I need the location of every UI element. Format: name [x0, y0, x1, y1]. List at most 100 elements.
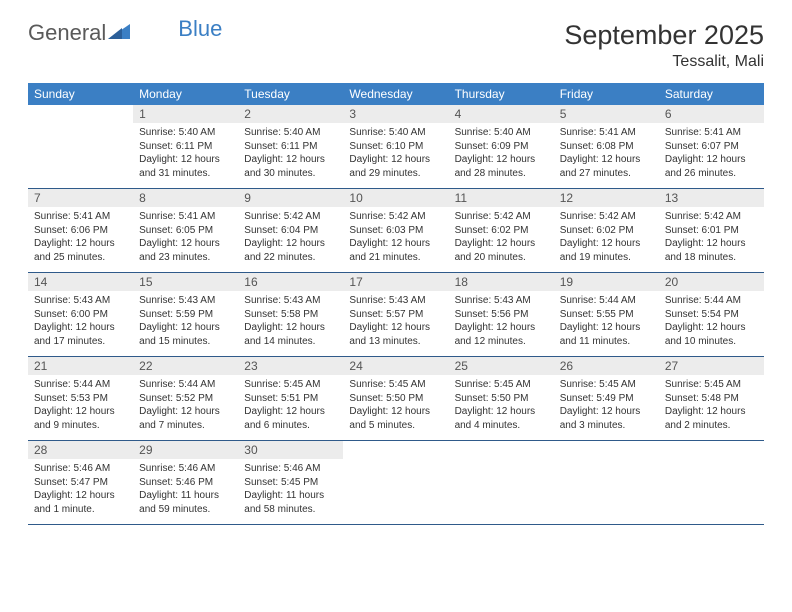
- sunset-line: Sunset: 5:47 PM: [34, 476, 127, 490]
- daylight-line: Daylight: 12 hours and 17 minutes.: [34, 321, 127, 348]
- sunrise-line: Sunrise: 5:44 AM: [665, 294, 758, 308]
- day-number: 22: [133, 357, 238, 375]
- daylight-line: Daylight: 12 hours and 22 minutes.: [244, 237, 337, 264]
- sunset-line: Sunset: 6:04 PM: [244, 224, 337, 238]
- sunrise-line: Sunrise: 5:45 AM: [455, 378, 548, 392]
- day-details: Sunrise: 5:45 AMSunset: 5:50 PMDaylight:…: [449, 375, 554, 440]
- day-number: 10: [343, 189, 448, 207]
- calendar-day-cell: 28Sunrise: 5:46 AMSunset: 5:47 PMDayligh…: [28, 441, 133, 525]
- calendar-day-cell: 1Sunrise: 5:40 AMSunset: 6:11 PMDaylight…: [133, 105, 238, 189]
- calendar-day-cell: 6Sunrise: 5:41 AMSunset: 6:07 PMDaylight…: [659, 105, 764, 189]
- daylight-line: Daylight: 12 hours and 18 minutes.: [665, 237, 758, 264]
- calendar-day-cell: [659, 441, 764, 525]
- calendar-day-cell: 25Sunrise: 5:45 AMSunset: 5:50 PMDayligh…: [449, 357, 554, 441]
- day-number: 13: [659, 189, 764, 207]
- calendar-week-row: 7Sunrise: 5:41 AMSunset: 6:06 PMDaylight…: [28, 189, 764, 273]
- calendar-page: General Blue September 2025 Tessalit, Ma…: [0, 0, 792, 545]
- day-number: 11: [449, 189, 554, 207]
- day-number: 21: [28, 357, 133, 375]
- weekday-header: Sunday: [28, 83, 133, 105]
- day-number: 1: [133, 105, 238, 123]
- sunrise-line: Sunrise: 5:40 AM: [139, 126, 232, 140]
- calendar-day-cell: 19Sunrise: 5:44 AMSunset: 5:55 PMDayligh…: [554, 273, 659, 357]
- day-details: [659, 445, 764, 507]
- sunset-line: Sunset: 6:10 PM: [349, 140, 442, 154]
- sunset-line: Sunset: 6:06 PM: [34, 224, 127, 238]
- daylight-line: Daylight: 12 hours and 10 minutes.: [665, 321, 758, 348]
- calendar-day-cell: 14Sunrise: 5:43 AMSunset: 6:00 PMDayligh…: [28, 273, 133, 357]
- daylight-line: Daylight: 12 hours and 19 minutes.: [560, 237, 653, 264]
- sunset-line: Sunset: 6:09 PM: [455, 140, 548, 154]
- brand-triangle-icon: [108, 22, 130, 45]
- weekday-header: Thursday: [449, 83, 554, 105]
- day-details: Sunrise: 5:42 AMSunset: 6:01 PMDaylight:…: [659, 207, 764, 272]
- sunrise-line: Sunrise: 5:44 AM: [560, 294, 653, 308]
- daylight-line: Daylight: 12 hours and 27 minutes.: [560, 153, 653, 180]
- daylight-line: Daylight: 12 hours and 9 minutes.: [34, 405, 127, 432]
- calendar-day-cell: 7Sunrise: 5:41 AMSunset: 6:06 PMDaylight…: [28, 189, 133, 273]
- day-number: 30: [238, 441, 343, 459]
- day-number: 20: [659, 273, 764, 291]
- sunrise-line: Sunrise: 5:40 AM: [349, 126, 442, 140]
- sunrise-line: Sunrise: 5:46 AM: [34, 462, 127, 476]
- calendar-day-cell: 17Sunrise: 5:43 AMSunset: 5:57 PMDayligh…: [343, 273, 448, 357]
- sunrise-line: Sunrise: 5:44 AM: [139, 378, 232, 392]
- day-details: Sunrise: 5:45 AMSunset: 5:49 PMDaylight:…: [554, 375, 659, 440]
- daylight-line: Daylight: 12 hours and 3 minutes.: [560, 405, 653, 432]
- day-number: 2: [238, 105, 343, 123]
- day-number: 27: [659, 357, 764, 375]
- day-number: 4: [449, 105, 554, 123]
- sunrise-line: Sunrise: 5:43 AM: [34, 294, 127, 308]
- day-details: Sunrise: 5:42 AMSunset: 6:03 PMDaylight:…: [343, 207, 448, 272]
- calendar-day-cell: 21Sunrise: 5:44 AMSunset: 5:53 PMDayligh…: [28, 357, 133, 441]
- sunset-line: Sunset: 5:49 PM: [560, 392, 653, 406]
- sunrise-line: Sunrise: 5:41 AM: [34, 210, 127, 224]
- day-details: Sunrise: 5:43 AMSunset: 5:59 PMDaylight:…: [133, 291, 238, 356]
- calendar-head: Sunday Monday Tuesday Wednesday Thursday…: [28, 83, 764, 105]
- day-number: 28: [28, 441, 133, 459]
- sunrise-line: Sunrise: 5:45 AM: [349, 378, 442, 392]
- sunset-line: Sunset: 5:56 PM: [455, 308, 548, 322]
- calendar-day-cell: 10Sunrise: 5:42 AMSunset: 6:03 PMDayligh…: [343, 189, 448, 273]
- sunrise-line: Sunrise: 5:46 AM: [139, 462, 232, 476]
- calendar-day-cell: 16Sunrise: 5:43 AMSunset: 5:58 PMDayligh…: [238, 273, 343, 357]
- sunset-line: Sunset: 6:01 PM: [665, 224, 758, 238]
- sunrise-line: Sunrise: 5:45 AM: [665, 378, 758, 392]
- sunrise-line: Sunrise: 5:43 AM: [139, 294, 232, 308]
- calendar-day-cell: 9Sunrise: 5:42 AMSunset: 6:04 PMDaylight…: [238, 189, 343, 273]
- daylight-line: Daylight: 12 hours and 12 minutes.: [455, 321, 548, 348]
- day-number: 8: [133, 189, 238, 207]
- daylight-line: Daylight: 12 hours and 14 minutes.: [244, 321, 337, 348]
- calendar-table: Sunday Monday Tuesday Wednesday Thursday…: [28, 83, 764, 525]
- sunrise-line: Sunrise: 5:45 AM: [244, 378, 337, 392]
- sunset-line: Sunset: 6:02 PM: [560, 224, 653, 238]
- sunset-line: Sunset: 5:53 PM: [34, 392, 127, 406]
- day-number: 14: [28, 273, 133, 291]
- daylight-line: Daylight: 12 hours and 11 minutes.: [560, 321, 653, 348]
- daylight-line: Daylight: 12 hours and 5 minutes.: [349, 405, 442, 432]
- sunset-line: Sunset: 5:48 PM: [665, 392, 758, 406]
- daylight-line: Daylight: 12 hours and 6 minutes.: [244, 405, 337, 432]
- calendar-day-cell: 13Sunrise: 5:42 AMSunset: 6:01 PMDayligh…: [659, 189, 764, 273]
- calendar-day-cell: 30Sunrise: 5:46 AMSunset: 5:45 PMDayligh…: [238, 441, 343, 525]
- day-number: 12: [554, 189, 659, 207]
- daylight-line: Daylight: 11 hours and 58 minutes.: [244, 489, 337, 516]
- daylight-line: Daylight: 12 hours and 31 minutes.: [139, 153, 232, 180]
- day-details: Sunrise: 5:43 AMSunset: 5:57 PMDaylight:…: [343, 291, 448, 356]
- day-details: Sunrise: 5:41 AMSunset: 6:06 PMDaylight:…: [28, 207, 133, 272]
- day-number: 19: [554, 273, 659, 291]
- calendar-day-cell: 22Sunrise: 5:44 AMSunset: 5:52 PMDayligh…: [133, 357, 238, 441]
- day-details: Sunrise: 5:46 AMSunset: 5:47 PMDaylight:…: [28, 459, 133, 524]
- sunrise-line: Sunrise: 5:42 AM: [665, 210, 758, 224]
- day-number: 26: [554, 357, 659, 375]
- sunset-line: Sunset: 6:11 PM: [244, 140, 337, 154]
- day-details: Sunrise: 5:40 AMSunset: 6:09 PMDaylight:…: [449, 123, 554, 188]
- calendar-week-row: 21Sunrise: 5:44 AMSunset: 5:53 PMDayligh…: [28, 357, 764, 441]
- day-details: Sunrise: 5:43 AMSunset: 5:56 PMDaylight:…: [449, 291, 554, 356]
- sunrise-line: Sunrise: 5:43 AM: [349, 294, 442, 308]
- day-number: 17: [343, 273, 448, 291]
- day-number: 16: [238, 273, 343, 291]
- sunrise-line: Sunrise: 5:41 AM: [560, 126, 653, 140]
- sunrise-line: Sunrise: 5:46 AM: [244, 462, 337, 476]
- calendar-week-row: 1 Sunrise: 5:40 AM Sunset: 6:11 PM Daylight…: [28, 105, 764, 189]
